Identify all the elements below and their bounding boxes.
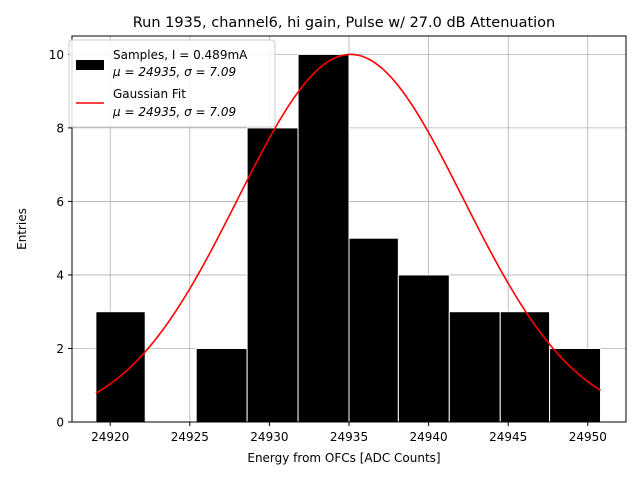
x-tick-label: 24940: [410, 430, 448, 444]
x-tick-label: 24950: [569, 430, 607, 444]
histogram-bar: [348, 237, 399, 423]
x-tick-label: 24930: [250, 430, 288, 444]
legend-samples-label: Samples, I = 0.489mA: [113, 48, 248, 62]
legend-samples-swatch: [76, 60, 104, 70]
x-tick-label: 24925: [171, 430, 209, 444]
y-tick-label: 4: [56, 268, 64, 282]
histogram-bar: [499, 311, 551, 423]
histogram-bar: [195, 347, 248, 423]
legend-fit-label: Gaussian Fit: [113, 87, 186, 101]
gaussian-fit: [95, 53, 601, 394]
histogram-bar: [297, 53, 350, 423]
chart-title: Run 1935, channel6, hi gain, Pulse w/ 27…: [133, 15, 556, 31]
histogram-bars: [95, 53, 602, 423]
fit-line: [95, 53, 601, 394]
x-axis-ticks: 24920 24925 24930 24935 24940 24945 24950: [91, 422, 607, 444]
legend: Samples, I = 0.489mA μ = 24935, σ = 7.09…: [68, 39, 276, 128]
y-tick-label: 0: [56, 416, 64, 430]
x-tick-label: 24920: [91, 430, 129, 444]
histogram-bar: [95, 311, 146, 423]
legend-samples-stats: μ = 24935, σ = 7.09: [112, 65, 236, 79]
y-tick-label: 10: [49, 48, 64, 62]
x-tick-label: 24935: [330, 430, 368, 444]
legend-box: [68, 39, 276, 128]
legend-fit-stats: μ = 24935, σ = 7.09: [112, 105, 236, 119]
histogram-bar: [448, 311, 501, 423]
histogram-bar: [246, 127, 299, 423]
x-axis-label: Energy from OFCs [ADC Counts]: [247, 451, 440, 465]
y-tick-label: 8: [56, 121, 64, 135]
histogram-bar: [397, 274, 450, 423]
y-tick-label: 6: [56, 195, 64, 209]
x-tick-label: 24945: [489, 430, 527, 444]
y-tick-label: 2: [56, 342, 64, 356]
y-axis-label: Entries: [15, 208, 29, 250]
